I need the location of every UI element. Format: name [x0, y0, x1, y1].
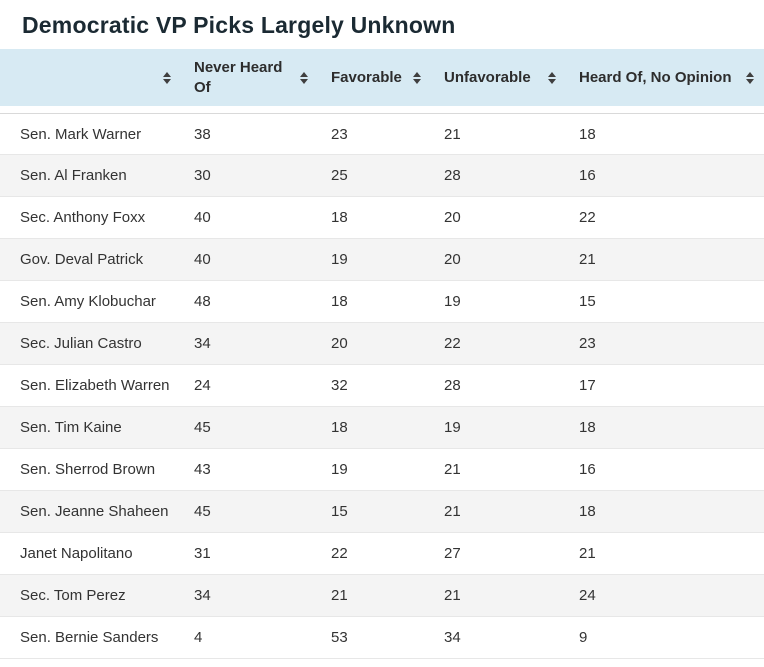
candidate-name-cell: Sen. Sherrod Brown	[0, 449, 181, 492]
value-cell: 18	[318, 407, 431, 450]
candidate-name-cell: Sen. Bernie Sanders	[0, 617, 181, 660]
value-cell: 34	[181, 323, 318, 366]
table-row: Sen. Bernie Sanders 4 53 34 9	[0, 617, 764, 660]
value-cell: 32	[318, 365, 431, 408]
column-header-never-heard-of[interactable]: Never Heard Of	[181, 49, 318, 114]
value-cell: 53	[318, 617, 431, 660]
column-header-unfavorable[interactable]: Unfavorable	[431, 49, 566, 114]
value-cell: 15	[318, 491, 431, 534]
candidate-name-cell: Janet Napolitano	[0, 533, 181, 576]
value-cell: 15	[566, 281, 764, 324]
sort-arrows-icon[interactable]	[299, 71, 309, 85]
table-row: Sen. Jeanne Shaheen 45 15 21 18	[0, 491, 764, 534]
column-label: Unfavorable	[444, 69, 531, 87]
value-cell: 48	[181, 281, 318, 324]
value-cell: 34	[181, 575, 318, 618]
value-cell: 20	[431, 239, 566, 282]
value-cell: 30	[181, 155, 318, 198]
sort-arrows-icon[interactable]	[162, 71, 172, 85]
value-cell: 21	[431, 113, 566, 156]
value-cell: 16	[566, 449, 764, 492]
value-cell: 45	[181, 491, 318, 534]
value-cell: 18	[566, 407, 764, 450]
table-row: Sec. Anthony Foxx 40 18 20 22	[0, 197, 764, 240]
table-row: Sec. Tom Perez 34 21 21 24	[0, 575, 764, 618]
table-row: Janet Napolitano 31 22 27 21	[0, 533, 764, 576]
table-row: Gov. Deval Patrick 40 19 20 21	[0, 239, 764, 282]
table-row: Sen. Sherrod Brown 43 19 21 16	[0, 449, 764, 492]
value-cell: 21	[566, 533, 764, 576]
value-cell: 45	[181, 407, 318, 450]
value-cell: 31	[181, 533, 318, 576]
value-cell: 20	[431, 197, 566, 240]
header-row: Never Heard Of Favorable Unfavorable	[0, 49, 764, 114]
candidate-name-cell: Sec. Julian Castro	[0, 323, 181, 366]
value-cell: 21	[566, 239, 764, 282]
value-cell: 43	[181, 449, 318, 492]
column-header-candidate[interactable]	[0, 49, 181, 114]
table-body: Sen. Mark Warner 38 23 21 18 Sen. Al Franken 3…	[0, 113, 764, 660]
value-cell: 19	[318, 239, 431, 282]
value-cell: 22	[566, 197, 764, 240]
table-row: Sen. Tim Kaine 45 18 19 18	[0, 407, 764, 450]
candidate-name-cell: Sen. Jeanne Shaheen	[0, 491, 181, 534]
value-cell: 22	[431, 323, 566, 366]
value-cell: 23	[318, 113, 431, 156]
page-title: Democratic VP Picks Largely Unknown	[22, 12, 456, 38]
candidate-name-cell: Sen. Tim Kaine	[0, 407, 181, 450]
candidate-name-cell: Gov. Deval Patrick	[0, 239, 181, 282]
value-cell: 19	[431, 281, 566, 324]
value-cell: 4	[181, 617, 318, 660]
value-cell: 40	[181, 197, 318, 240]
table-row: Sen. Al Franken 30 25 28 16	[0, 155, 764, 198]
value-cell: 24	[181, 365, 318, 408]
sort-arrows-icon[interactable]	[412, 71, 422, 85]
column-label: Favorable	[331, 69, 402, 87]
value-cell: 27	[431, 533, 566, 576]
value-cell: 34	[431, 617, 566, 660]
candidate-name-cell: Sec. Anthony Foxx	[0, 197, 181, 240]
value-cell: 18	[318, 197, 431, 240]
column-header-favorable[interactable]: Favorable	[318, 49, 431, 114]
value-cell: 21	[431, 449, 566, 492]
value-cell: 20	[318, 323, 431, 366]
column-label: Heard Of, No Opinion	[579, 69, 732, 87]
table-row: Sen. Amy Klobuchar 48 18 19 15	[0, 281, 764, 324]
value-cell: 40	[181, 239, 318, 282]
table-row: Sec. Julian Castro 34 20 22 23	[0, 323, 764, 366]
value-cell: 18	[566, 491, 764, 534]
candidate-name-cell: Sen. Elizabeth Warren	[0, 365, 181, 408]
column-label: Never Heard Of	[194, 59, 283, 96]
candidate-name-cell: Sen. Amy Klobuchar	[0, 281, 181, 324]
sort-arrows-icon[interactable]	[547, 71, 557, 85]
value-cell: 21	[431, 575, 566, 618]
value-cell: 19	[431, 407, 566, 450]
sort-arrows-icon[interactable]	[745, 71, 755, 85]
value-cell: 28	[431, 365, 566, 408]
vp-table: Never Heard Of Favorable Unfavorable	[0, 49, 764, 660]
value-cell: 24	[566, 575, 764, 618]
value-cell: 9	[566, 617, 764, 660]
value-cell: 19	[318, 449, 431, 492]
value-cell: 22	[318, 533, 431, 576]
table-row: Sen. Elizabeth Warren 24 32 28 17	[0, 365, 764, 408]
candidate-name-cell: Sen. Al Franken	[0, 155, 181, 198]
value-cell: 28	[431, 155, 566, 198]
value-cell: 18	[318, 281, 431, 324]
candidate-name-cell: Sen. Mark Warner	[0, 113, 181, 156]
value-cell: 16	[566, 155, 764, 198]
value-cell: 25	[318, 155, 431, 198]
value-cell: 17	[566, 365, 764, 408]
column-header-heard-of-no-opinion[interactable]: Heard Of, No Opinion	[566, 49, 764, 114]
candidate-name-cell: Sec. Tom Perez	[0, 575, 181, 618]
value-cell: 38	[181, 113, 318, 156]
value-cell: 21	[318, 575, 431, 618]
value-cell: 23	[566, 323, 764, 366]
value-cell: 21	[431, 491, 566, 534]
value-cell: 18	[566, 113, 764, 156]
table-row: Sen. Mark Warner 38 23 21 18	[0, 113, 764, 156]
